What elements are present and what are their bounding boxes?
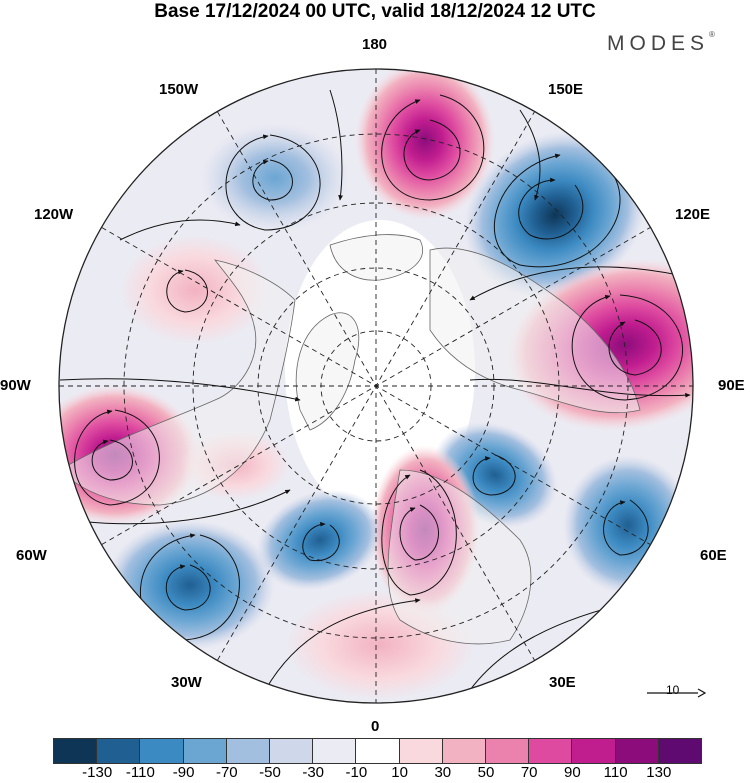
color-scale-cell [139, 738, 184, 764]
streamline-11 [399, 504, 439, 561]
streamline-26 [519, 109, 541, 201]
color-scale-tick-label: -30 [302, 764, 325, 781]
color-scale-cell [355, 738, 400, 764]
lon-label-30e: 30E [549, 674, 576, 691]
polar-anomaly-map [58, 68, 694, 704]
color-scale-cell [571, 738, 616, 764]
streamline-13 [165, 564, 211, 611]
brand-name: MODES [607, 32, 710, 55]
lon-label-90e: 90E [718, 377, 745, 394]
streamline-22 [69, 489, 291, 525]
map-border [58, 68, 694, 704]
lon-label-150w: 150W [159, 81, 199, 98]
streamline-19 [225, 134, 321, 231]
color-scale-tick-label: -50 [259, 764, 281, 781]
color-scale-tick-label: 90 [564, 764, 581, 781]
polar-neutral-zone [285, 220, 475, 520]
color-scale-cell [398, 738, 443, 764]
streamline-9 [472, 454, 516, 496]
anomaly-blob-30w [105, 520, 275, 650]
streamline-27 [329, 89, 343, 201]
streamline-2 [381, 94, 485, 201]
lon-label-60e: 60E [700, 547, 727, 564]
streamline-21 [59, 378, 301, 402]
anomaly-field [59, 69, 693, 703]
color-scale-tick-label: 110 [603, 764, 628, 781]
lon-label-120e: 120E [675, 206, 711, 223]
streamline-18 [252, 159, 293, 201]
color-scale-cell [657, 738, 703, 764]
north-america-coast [59, 259, 296, 506]
anomaly-blob-135e [463, 130, 647, 300]
lon-label-120w: 120W [34, 206, 74, 223]
color-scale-cell [528, 738, 573, 764]
anomaly-blob-180 [355, 69, 495, 220]
color-scale-bar [53, 738, 703, 764]
color-scale-tick-label: -90 [172, 764, 195, 781]
coastlines [59, 234, 641, 645]
greenland-coast [295, 312, 360, 431]
streamline-6 [571, 294, 683, 401]
streamline-10 [603, 499, 649, 556]
color-scale-tick-label: 50 [477, 764, 495, 781]
color-scale-cell [269, 738, 314, 764]
lon-label-0: 0 [371, 718, 380, 735]
streamline-23 [259, 598, 421, 701]
color-scale-cell [485, 738, 530, 764]
color-scale-tick-label: 30 [434, 764, 452, 781]
color-scale-cell [96, 738, 141, 764]
color-scale-tick-label: -110 [125, 764, 155, 781]
color-scale-tick-label: 130 [646, 764, 672, 781]
lon-label-90w: 90W [0, 377, 31, 394]
color-scale-tick-label: -10 [345, 764, 368, 781]
anomaly-blob-150w [200, 123, 350, 233]
color-scale-cell [225, 738, 271, 764]
streamline-12 [381, 469, 457, 596]
color-scale-cell [614, 738, 659, 764]
color-scale-cell [53, 738, 98, 764]
streamline-25 [119, 219, 241, 241]
streamline-1 [403, 119, 461, 181]
color-scale-cell [441, 738, 487, 764]
color-scale-tick-label: -70 [215, 764, 238, 781]
streamline-15 [302, 521, 340, 562]
anomaly-blob-130w [120, 235, 270, 345]
siberia-coast [429, 247, 641, 414]
graticule [59, 69, 693, 703]
anomaly-blob-50w [256, 489, 384, 591]
color-scale-tick-label: -130 [82, 764, 113, 781]
streamline-3 [518, 177, 584, 240]
europe-coast [387, 469, 532, 645]
color-scale-tick-label: 70 [520, 764, 538, 781]
lon-label-30w: 30W [171, 674, 202, 691]
streamline-7 [469, 378, 691, 398]
brand-logo: MODES® [607, 30, 715, 56]
color-scale-cell [182, 738, 227, 764]
wind-reference-arrow-icon [647, 688, 706, 698]
anomaly-blob-40e [563, 455, 693, 595]
meridian-60w-120e [93, 222, 659, 550]
streamline-16 [91, 439, 133, 481]
lon-label-60w: 60W [16, 547, 47, 564]
color-scale-tick-label: 10 [391, 764, 408, 781]
alaska-coast [329, 234, 423, 281]
color-scale-cell [312, 738, 357, 764]
brand-mark: ® [709, 30, 715, 39]
streamline-17 [74, 409, 160, 506]
map-title: Base 17/12/2024 00 UTC, valid 18/12/2024… [154, 1, 596, 22]
lon-label-150e: 150E [548, 81, 584, 98]
streamline-4 [493, 153, 621, 268]
streamline-5 [608, 319, 662, 376]
color-scale-ticks: -130 -110 -90 -70 -50 -30 -10 10 30 50 70 90 110 130 [0, 764, 750, 782]
streamline-20 [166, 269, 208, 313]
lon-label-180: 180 [362, 36, 388, 53]
